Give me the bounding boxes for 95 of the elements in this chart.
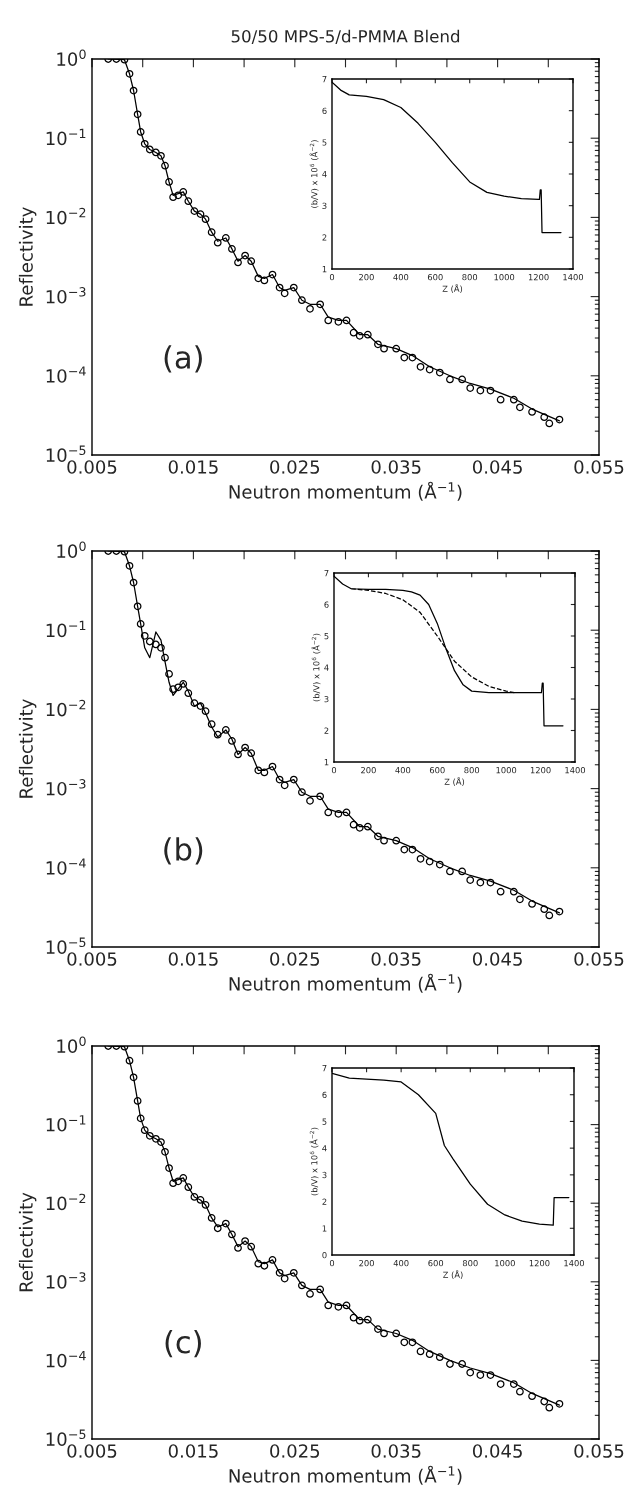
y-tick-label: 7 (322, 1065, 327, 1072)
x-tick-label: 200 (359, 1260, 374, 1267)
y-tick-label: 2 (322, 234, 327, 241)
y-tick-label: 3 (322, 1171, 327, 1179)
x-tick-label: 400 (393, 1260, 409, 1267)
x-axis-title: Z (Å) (443, 1270, 463, 1279)
x-axis-title: Z (Å) (444, 777, 465, 786)
y-axis-title: (b/V) x 10$^{6}$ (Å$^{−2}$) (309, 140, 319, 208)
y-axis-title: Reflectivity (18, 699, 37, 798)
x-tick-label: 0.055 (574, 952, 624, 966)
x-tick-label: 1200 (529, 1260, 550, 1267)
x-tick-label: 400 (395, 767, 411, 774)
x-tick-label: 0.005 (67, 1444, 117, 1458)
y-tick-label: 10$^{−1}$ (46, 128, 86, 146)
x-tick-label: 400 (393, 274, 409, 281)
y-tick-label: 10$^{−3}$ (46, 287, 86, 304)
y-axis-title: (b/V) x 10$^{6}$ (Å$^{−2}$) (309, 1127, 319, 1196)
y-tick-label: 1 (322, 1225, 327, 1232)
y-tick-label: 10$^{−1}$ (46, 1115, 86, 1132)
y-tick-label: 2 (324, 727, 329, 734)
x-tick-label: 0.015 (168, 952, 218, 966)
x-tick-label: 0.025 (270, 952, 320, 966)
x-tick-label: 0.025 (270, 460, 320, 474)
y-tick-label: 10$^{−4}$ (46, 1351, 86, 1368)
x-tick-label: 600 (429, 767, 445, 774)
y-tick-label: 7 (322, 76, 327, 83)
x-tick-label: 1400 (563, 274, 584, 281)
x-tick-label: 200 (361, 767, 376, 774)
annotation: (a) (164, 345, 202, 373)
x-tick-label: 1400 (564, 1260, 585, 1267)
x-axis-title: Neutron momentum (Å$^{−1}$) (229, 973, 462, 993)
x-axis-title: Neutron momentum (Å$^{−1}$) (229, 1465, 462, 1485)
x-tick-label: 1000 (494, 274, 515, 281)
y-tick-label: 10$^{−4}$ (46, 366, 86, 383)
y-tick-label: 10$^{0}$ (57, 49, 86, 66)
x-tick-label: 600 (427, 274, 443, 281)
x-tick-label: 0.005 (67, 460, 117, 474)
y-tick-label: 10$^{0}$ (57, 1036, 86, 1053)
y-tick-label: 10$^{−3}$ (46, 1272, 86, 1289)
x-tick-label: 0.025 (270, 1444, 320, 1458)
x-tick-label: 0.035 (371, 1444, 421, 1458)
x-axis-title: Neutron momentum (Å$^{−1}$) (229, 481, 462, 501)
x-tick-label: 0.015 (168, 1444, 218, 1458)
y-tick-label: 6 (324, 601, 329, 608)
annotation: (c) (165, 1329, 201, 1358)
x-tick-label: 1400 (565, 767, 586, 774)
x-axis-title: Z (Å) (442, 284, 463, 293)
x-tick-label: 0.035 (371, 952, 421, 966)
x-tick-label: 0.045 (472, 1444, 522, 1458)
x-tick-label: 0.055 (574, 460, 624, 474)
y-tick-label: 1 (324, 759, 329, 766)
y-tick-label: 10$^{−2}$ (46, 207, 86, 225)
y-tick-label: 10$^{−3}$ (46, 779, 86, 796)
y-tick-label: 5 (322, 139, 327, 146)
x-tick-label: 600 (428, 1260, 444, 1267)
x-tick-label: 0.045 (472, 952, 522, 966)
y-tick-label: 4 (324, 664, 329, 671)
y-tick-label: 3 (322, 202, 327, 209)
x-tick-label: 200 (359, 274, 374, 281)
y-tick-label: 4 (322, 1145, 327, 1152)
x-tick-label: 0 (331, 767, 337, 774)
y-tick-label: 7 (324, 570, 329, 577)
y-tick-label: 10$^{−4}$ (46, 858, 86, 875)
x-tick-label: 1000 (496, 767, 517, 774)
x-tick-label: 0.045 (472, 460, 522, 474)
y-axis-title: (b/V) x 10$^{6}$ (Å$^{−2}$) (311, 633, 321, 702)
x-tick-label: 800 (462, 274, 478, 281)
y-tick-label: 10$^{−2}$ (46, 1193, 86, 1211)
y-tick-label: 5 (322, 1118, 327, 1125)
x-tick-label: 800 (464, 767, 480, 774)
y-tick-label: 3 (324, 695, 329, 703)
y-tick-label: 5 (324, 633, 329, 640)
y-axis-title: Reflectivity (18, 1192, 37, 1292)
x-tick-label: 0 (329, 1260, 335, 1267)
y-tick-label: 10$^{−1}$ (46, 620, 86, 638)
x-tick-label: 0.015 (168, 460, 218, 474)
y-tick-label: 10$^{−2}$ (46, 699, 86, 717)
y-tick-label: 6 (322, 1091, 327, 1098)
y-tick-label: 6 (322, 107, 327, 114)
y-tick-label: 4 (322, 171, 327, 178)
y-tick-label: 0 (322, 1251, 327, 1259)
annotation: (b) (164, 837, 203, 865)
x-tick-label: 800 (462, 1260, 478, 1267)
x-tick-label: 1000 (495, 1260, 515, 1267)
y-tick-label: 1 (322, 266, 327, 273)
x-tick-label: 0.055 (574, 1444, 624, 1458)
x-tick-label: 0.005 (67, 952, 117, 966)
x-tick-label: 1200 (528, 274, 549, 281)
y-tick-label: 2 (322, 1198, 327, 1205)
x-tick-label: 0.035 (371, 460, 421, 474)
x-tick-label: 1200 (530, 767, 551, 774)
y-axis-title: Reflectivity (18, 207, 37, 306)
y-tick-label: 10$^{0}$ (57, 541, 86, 558)
x-tick-label: 0 (329, 274, 335, 281)
chart-title: 50/50 MPS-5/d-PMMA Blend (231, 29, 460, 44)
